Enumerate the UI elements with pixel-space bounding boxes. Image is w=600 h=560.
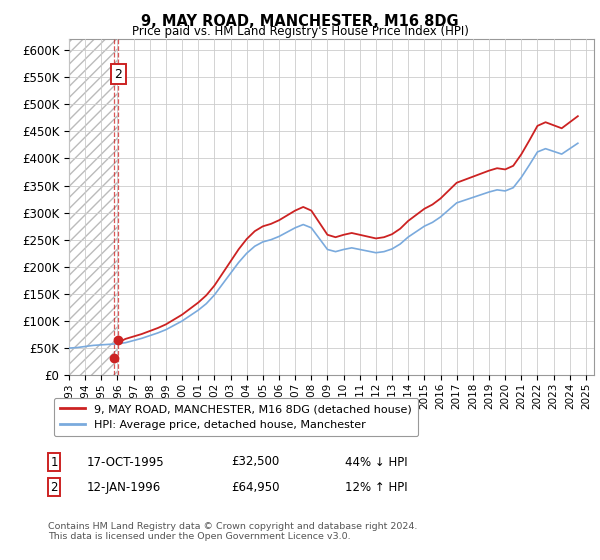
Text: £64,950: £64,950 <box>231 480 280 494</box>
Text: 17-OCT-1995: 17-OCT-1995 <box>87 455 164 469</box>
Bar <box>69 39 118 375</box>
Text: £32,500: £32,500 <box>231 455 279 469</box>
Text: Price paid vs. HM Land Registry's House Price Index (HPI): Price paid vs. HM Land Registry's House … <box>131 25 469 38</box>
Text: 9, MAY ROAD, MANCHESTER, M16 8DG: 9, MAY ROAD, MANCHESTER, M16 8DG <box>141 14 459 29</box>
Legend: 9, MAY ROAD, MANCHESTER, M16 8DG (detached house), HPI: Average price, detached : 9, MAY ROAD, MANCHESTER, M16 8DG (detach… <box>53 398 418 436</box>
Text: Contains HM Land Registry data © Crown copyright and database right 2024.
This d: Contains HM Land Registry data © Crown c… <box>48 522 418 542</box>
Text: 44% ↓ HPI: 44% ↓ HPI <box>345 455 407 469</box>
Text: 2: 2 <box>50 480 58 494</box>
Bar <box>69 39 118 375</box>
Text: 12% ↑ HPI: 12% ↑ HPI <box>345 480 407 494</box>
Text: 2: 2 <box>114 68 122 81</box>
Text: 1: 1 <box>50 455 58 469</box>
Text: 12-JAN-1996: 12-JAN-1996 <box>87 480 161 494</box>
